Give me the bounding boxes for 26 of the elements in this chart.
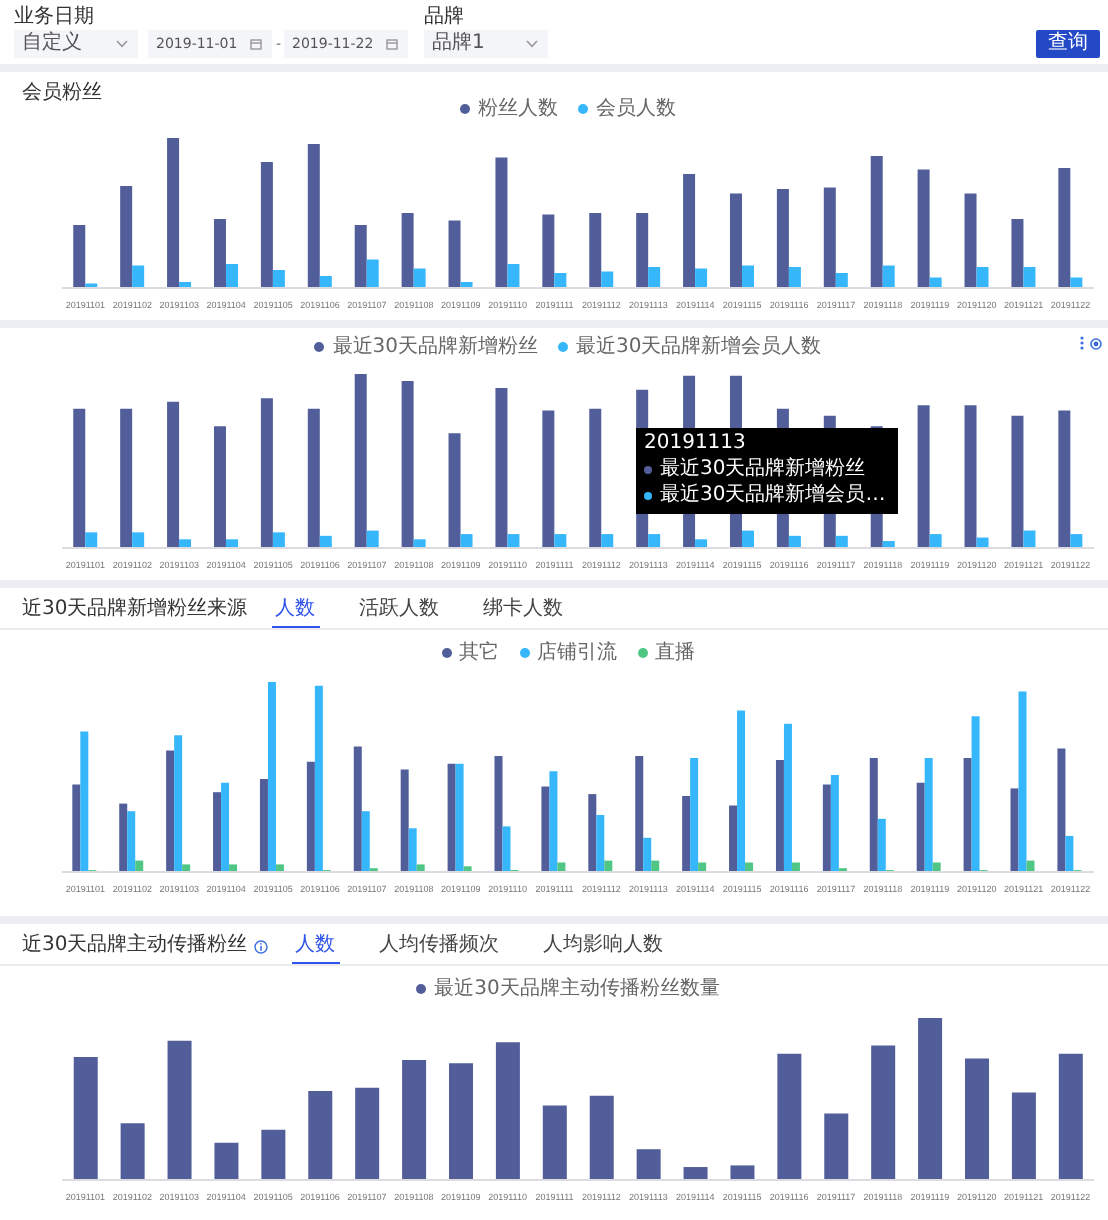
text: 人均传播频次 <box>379 934 500 958</box>
text: 人数 <box>275 598 316 622</box>
text: 绑卡人数 <box>483 598 564 622</box>
text: 品牌 <box>424 6 464 28</box>
text: 活跃人数 <box>359 598 440 622</box>
legend-label: 最近30天品牌新增粉丝 <box>332 336 538 358</box>
tooltip: 20191113 最近30天品牌新增粉丝 最近30天品牌新增会员… <box>636 428 898 514</box>
text: 业务日期 <box>14 6 94 28</box>
chart-title: 近30天品牌主动传播粉丝 <box>22 934 248 958</box>
dropdown-field: 自定义 <box>14 30 138 58</box>
legend-label: 其它 <box>459 642 499 664</box>
legend-label: 会员人数 <box>596 98 676 120</box>
legend-label: 最近30天品牌主动传播粉丝数量 <box>434 978 720 1000</box>
legend-label: 店铺引流 <box>537 642 617 664</box>
legend-label: 直播 <box>655 642 695 664</box>
chart-title: 会员粉丝 <box>22 82 102 106</box>
dropdown-field: 品牌1 <box>424 30 548 58</box>
legend-label: 粉丝人数 <box>478 98 558 120</box>
button: 查询 <box>1036 30 1100 58</box>
annotation: 20191113 <box>644 432 746 456</box>
annotation: 最近30天品牌新增会员… <box>660 484 886 508</box>
chart-title: 近30天品牌新增粉丝来源 <box>22 598 248 622</box>
text: 人数 <box>295 934 336 958</box>
legend-label: 最近30天品牌新增会员人数 <box>576 336 822 358</box>
annotation: 最近30天品牌新增粉丝 <box>660 458 866 482</box>
text: 人均影响人数 <box>543 934 664 958</box>
